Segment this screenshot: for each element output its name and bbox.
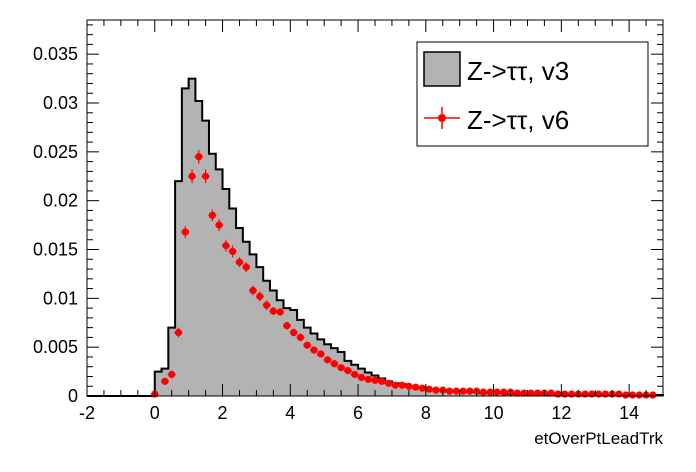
- marker-point: [249, 286, 257, 295]
- y-tick-label: 0.02: [43, 191, 78, 211]
- y-tick-label: 0: [68, 386, 78, 406]
- marker-point: [459, 387, 467, 395]
- marker-point: [479, 388, 488, 396]
- tick-layer: [86, 20, 664, 397]
- marker-point: [174, 328, 183, 337]
- marker-point: [405, 382, 413, 390]
- legend: Z->ττ, v3 Z->ττ, v6: [416, 41, 649, 147]
- marker-point: [635, 391, 643, 399]
- x-tick-label: 12: [551, 403, 571, 423]
- marker-point: [520, 389, 528, 397]
- marker-point: [412, 383, 420, 391]
- x-tick-label: 8: [421, 403, 431, 423]
- marker-point: [547, 389, 555, 397]
- marker-point: [310, 346, 318, 354]
- marker-point: [256, 292, 264, 300]
- marker-point: [323, 356, 332, 364]
- marker-point: [269, 307, 277, 315]
- marker-point: [432, 386, 440, 394]
- marker-point: [242, 263, 250, 271]
- marker-point: [378, 377, 386, 385]
- marker-point: [615, 390, 623, 398]
- x-tick-label: 14: [619, 403, 639, 423]
- marker-point: [208, 211, 216, 219]
- marker-point: [229, 247, 237, 256]
- marker-point: [500, 388, 508, 396]
- x-tick-label: -2: [79, 403, 95, 423]
- marker-point: [262, 301, 271, 309]
- marker-point: [296, 333, 305, 342]
- marker-point: [276, 308, 284, 316]
- marker-point: [344, 367, 352, 375]
- marker-point: [588, 390, 596, 398]
- marker-point: [371, 376, 379, 384]
- marker-point: [628, 391, 637, 399]
- marker-point: [649, 391, 657, 399]
- marker-point: [235, 258, 244, 266]
- legend-label-v6: Z->ττ, v6: [467, 105, 569, 135]
- y-tick-label: 0.015: [33, 240, 78, 260]
- marker-point: [398, 381, 406, 389]
- y-tick-label: 0.005: [33, 337, 78, 357]
- y-tick-label: 0.035: [33, 44, 78, 64]
- marker-point: [168, 370, 176, 379]
- marker-point: [222, 242, 230, 250]
- marker-point: [215, 221, 223, 229]
- marker-point: [527, 389, 535, 397]
- marker-point: [357, 373, 366, 382]
- marker-point: [581, 390, 589, 398]
- x-axis-title: etOverPtLeadTrk: [534, 429, 663, 448]
- x-tick-label: 0: [150, 403, 160, 423]
- x-tick-label: 2: [218, 403, 228, 423]
- x-tick-label: 4: [285, 403, 295, 423]
- marker-point: [567, 390, 576, 398]
- marker-point: [561, 390, 569, 398]
- y-tick-label: 0.025: [33, 142, 78, 162]
- marker-point: [513, 389, 521, 397]
- marker-point: [303, 341, 311, 349]
- marker-point: [622, 391, 630, 399]
- y-tick-label: 0.01: [43, 288, 78, 308]
- marker-point: [391, 381, 399, 389]
- marker-point: [493, 388, 501, 396]
- histogram-fill-v3: [87, 78, 663, 396]
- marker-point: [351, 370, 359, 379]
- marker-point: [384, 379, 393, 387]
- marker-point: [283, 322, 291, 330]
- legend-label-v3: Z->ττ, v3: [467, 56, 569, 86]
- marker-point: [554, 390, 562, 398]
- y-tick-labels: 0 0.005 0.01 0.015 0.02 0.025 0.03 0.035: [33, 44, 78, 406]
- legend-swatch-v3: [423, 51, 461, 87]
- marker-point: [445, 387, 454, 395]
- y-tick-label: 0.03: [43, 93, 78, 113]
- marker-point: [601, 390, 610, 398]
- marker-point: [290, 328, 298, 337]
- marker-point: [466, 387, 474, 395]
- x-tick-labels: -2 0 2 4 6 8 10 12 14: [79, 403, 639, 423]
- marker-point: [195, 153, 203, 161]
- marker-point: [425, 385, 433, 393]
- marker-point: [317, 350, 325, 358]
- marker-point: [201, 172, 210, 180]
- marker-point: [364, 375, 372, 383]
- marker-point: [188, 172, 196, 180]
- marker-point: [181, 228, 189, 236]
- marker-point: [452, 387, 460, 395]
- marker-point: [418, 384, 427, 392]
- marker-point: [534, 389, 542, 397]
- x-tick-label: 6: [353, 403, 363, 423]
- marker-point: [161, 377, 169, 385]
- marker-point: [330, 360, 338, 368]
- marker-point: [486, 388, 494, 396]
- marker-point: [337, 364, 345, 372]
- x-tick-label: 10: [484, 403, 504, 423]
- legend-marker-v6: [438, 114, 446, 122]
- marker-point: [595, 390, 603, 398]
